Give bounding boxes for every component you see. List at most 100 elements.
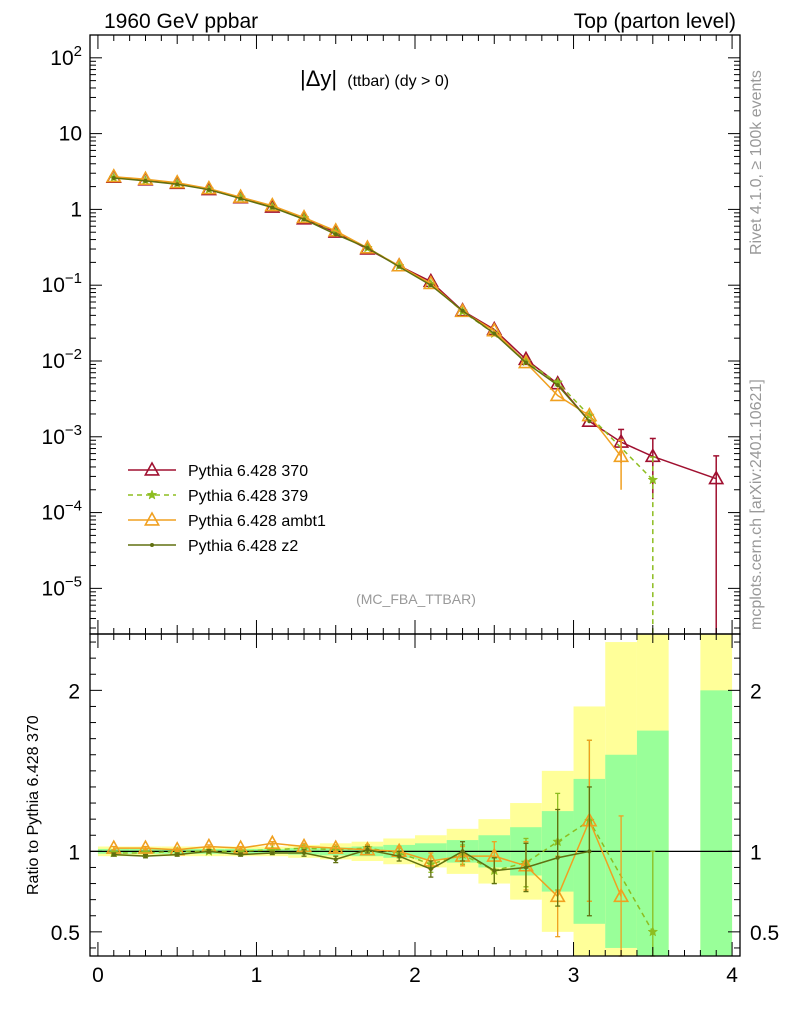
main-title-symbol: |Δy|: [300, 66, 337, 91]
main-y-tick-label: 10−4: [42, 498, 82, 525]
ratio-data-point: [555, 855, 560, 860]
main-data-point: [365, 245, 370, 250]
rivet-label: Rivet 4.1.0, ≥ 100k events: [748, 70, 765, 255]
legend-label: Pythia 6.428 z2: [188, 538, 298, 555]
ratio-data-point: [428, 867, 433, 872]
ratio-data-point: [333, 857, 338, 862]
main-series-line: [113, 177, 590, 422]
ratio-data-point: [206, 849, 211, 854]
main-data-point: [517, 354, 534, 369]
axes: 102 10 1 10−1 10−2 10−3 10−4 10−5 0.5 0.5 1 1 2 2 0 1 2 3…: [42, 34, 779, 987]
main-data-point: [175, 182, 180, 187]
main-data-point: [647, 474, 659, 485]
main-data-point: [397, 264, 402, 269]
main-data-point: [460, 308, 465, 313]
x-tick-label: 3: [568, 964, 580, 987]
main-data-point: [143, 178, 148, 183]
main-data-point: [555, 383, 560, 388]
main-data-point: [523, 360, 528, 365]
main-data-point: [270, 205, 275, 210]
main-y-tick-label: 1: [70, 198, 82, 221]
legend-label: Pythia 6.428 370: [188, 463, 308, 480]
ratio-data-point: [238, 852, 243, 857]
legend-marker: [146, 489, 158, 500]
main-data-point: [587, 419, 592, 424]
main-data-point: [613, 447, 630, 463]
ratio-data-point: [460, 849, 465, 854]
ratio-data-point: [492, 868, 497, 873]
uncertainty-band-green: [700, 690, 733, 956]
main-data-point: [454, 302, 471, 318]
main-y-tick-label: 10−5: [42, 573, 82, 600]
header-left: 1960 GeV ppbar: [104, 10, 258, 33]
ratio-data-point: [365, 847, 370, 852]
main-data-point: [206, 187, 211, 192]
main-series-line: [113, 175, 622, 457]
ratio-data-point: [137, 839, 154, 854]
ratio-data-point: [111, 852, 116, 857]
ratio-y-tick-label-right: 0.5: [750, 922, 779, 945]
ratio-data-point: [587, 849, 592, 854]
ratio-y-tick-label-left: 1: [68, 841, 80, 864]
main-data-point: [333, 232, 338, 237]
main-data-point: [111, 175, 116, 180]
legend-marker: [143, 511, 161, 526]
legend-marker: [150, 543, 154, 547]
header-right: Top (parton level): [574, 10, 736, 33]
main-title-sub: (ttbar) (dy > 0): [347, 73, 449, 90]
main-y-tick-label: 10−2: [42, 346, 82, 373]
main-data-point: [428, 283, 433, 288]
main-data-point: [708, 470, 725, 485]
legend-marker: [143, 461, 161, 476]
ratio-bands: [90, 634, 740, 956]
watermark: (MC_FBA_TTBAR): [356, 591, 476, 607]
main-data-point: [169, 174, 186, 189]
x-tick-label: 0: [92, 964, 104, 987]
x-tick-label: 1: [251, 964, 263, 987]
ratio-data-point: [397, 854, 402, 859]
main-data-point: [302, 217, 307, 222]
main-data-point: [238, 196, 243, 201]
ratio-data-point: [359, 841, 376, 856]
main-y-tick-label: 10−3: [42, 422, 82, 449]
ratio-data-point: [264, 834, 281, 850]
x-tick-label: 4: [726, 964, 738, 987]
main-data-point: [264, 197, 281, 212]
main-data-point: [137, 170, 154, 185]
main-y-tick-label: 10: [59, 123, 82, 146]
legend-label: Pythia 6.428 379: [188, 488, 308, 505]
ratio-y-tick-label-right: 1: [750, 841, 762, 864]
main-y-tick-label: 10−1: [42, 270, 82, 297]
ratio-data-point: [143, 854, 148, 859]
ratio-data-point: [613, 887, 630, 903]
main-series-line: [113, 176, 717, 480]
mcplots-label: mcplots.cern.ch [arXiv:2401.10621]: [748, 379, 765, 630]
main-data-point: [549, 386, 566, 402]
ratio-y-tick-label-right: 2: [750, 680, 762, 703]
main-title: |Δy| (ttbar) (dy > 0): [300, 66, 449, 91]
legend: Pythia 6.428 370 Pythia 6.428 379 Pythia 6…: [128, 461, 326, 555]
ratio-data-point: [270, 850, 275, 855]
ratio-plot: [105, 739, 659, 957]
legend-label: Pythia 6.428 ambt1: [188, 513, 326, 530]
ratio-data-point: [302, 850, 307, 855]
main-plot: [105, 168, 725, 634]
ratio-series-line: [113, 848, 590, 872]
main-y-tick-label: 102: [50, 43, 82, 70]
ratio-data-point: [327, 839, 344, 854]
ratio-ylabel: Ratio to Pythia 6.428 370: [25, 715, 42, 895]
x-tick-label: 2: [409, 964, 421, 987]
main-data-point: [200, 179, 217, 195]
ratio-y-tick-label-left: 0.5: [51, 922, 80, 945]
ratio-data-point: [647, 926, 659, 937]
ratio-data-point: [523, 865, 528, 870]
main-data-point: [232, 188, 249, 203]
main-data-point: [296, 208, 313, 224]
ratio-y-tick-label-left: 2: [68, 680, 80, 703]
main-data-point: [486, 322, 503, 337]
main-data-point: [105, 168, 122, 183]
main-series-line: [113, 176, 654, 481]
ratio-data-point: [175, 852, 180, 857]
main-data-point: [492, 331, 497, 336]
